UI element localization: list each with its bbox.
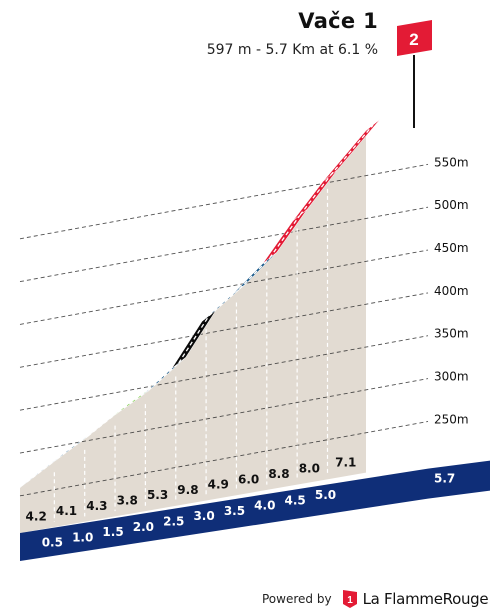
distance-tick-label: 3.0 <box>193 509 214 523</box>
distance-tick-label: 5.0 <box>315 488 336 502</box>
strip-centre-dash <box>330 124 374 176</box>
segment-gradient-label: 8.0 <box>299 462 320 476</box>
segment-gradient-label: 8.8 <box>268 467 289 481</box>
distance-tick-label: 2.0 <box>133 520 154 534</box>
elevation-tick-label: 400m <box>434 284 469 298</box>
flag-cloth <box>397 20 432 56</box>
flag-category-label: 2 <box>409 30 418 49</box>
elevation-tick-label: 550m <box>434 155 469 169</box>
elevation-profile-chart: 250m 300m 350m 400m 450m 500m 550m 4.2 4.1 4.3 3.8… <box>19 20 490 561</box>
elevation-grid-line <box>19 292 429 368</box>
elevation-tick-label: 250m <box>434 412 469 426</box>
distance-tick-label: 4.0 <box>254 499 275 513</box>
segment-gradient-label: 4.3 <box>86 499 107 513</box>
elevation-tick-label: 500m <box>434 198 469 212</box>
footer: Powered by 1 La FlammeRouge <box>262 588 489 610</box>
elevation-grid-line <box>19 163 429 240</box>
elevation-grid-line <box>19 335 429 411</box>
distance-tick-label: 3.5 <box>224 504 245 518</box>
distance-tick-label: 1.5 <box>102 525 123 539</box>
segment-gradient-label: 4.2 <box>26 509 47 523</box>
strip-centre-dash <box>238 257 271 290</box>
svg-text:1: 1 <box>347 595 353 606</box>
distance-tick-label: 0.5 <box>42 536 63 550</box>
elevation-grid-line <box>19 420 429 497</box>
segment-gradient-label: 7.1 <box>335 455 356 469</box>
climb-subtitle: 597 m - 5.7 Km at 6.1 % <box>206 42 378 58</box>
strip-centre-dash <box>299 174 332 216</box>
distance-end-label: 5.7 <box>434 472 455 486</box>
distance-tick-label: 1.0 <box>72 530 93 544</box>
segment-gradient-label: 4.9 <box>208 478 229 492</box>
brand-name: La FlammeRouge <box>362 590 489 608</box>
powered-by-text: Powered by <box>262 592 332 606</box>
segment-gradient-label: 6.0 <box>238 472 259 486</box>
strip-centre-dash <box>178 315 210 364</box>
climb-title: Vače 1 <box>298 9 378 33</box>
elevation-tick-label: 350m <box>434 327 469 341</box>
elevation-grid-line <box>19 249 429 325</box>
elevation-grid-line <box>19 206 429 283</box>
elevation-tick-label: 300m <box>434 370 469 384</box>
distance-base-band <box>20 468 428 561</box>
strip-centre-dash <box>269 214 301 259</box>
category-flag: 2 <box>397 20 432 128</box>
segment-gradient-label: 5.3 <box>147 488 168 502</box>
distance-tick-label: 2.5 <box>163 515 184 529</box>
segment-gradient-label: 4.1 <box>56 504 77 518</box>
elevation-tick-label: 450m <box>434 241 469 255</box>
terrain-area <box>20 130 366 533</box>
distance-base-band-end <box>428 460 490 499</box>
flamme-rouge-logo-icon: 1 <box>342 590 357 608</box>
segment-gradient-label: 9.8 <box>177 483 198 497</box>
segment-gradient-label: 3.8 <box>117 493 138 507</box>
distance-tick-label: 4.5 <box>285 493 306 507</box>
elevation-grid-line <box>19 378 429 454</box>
